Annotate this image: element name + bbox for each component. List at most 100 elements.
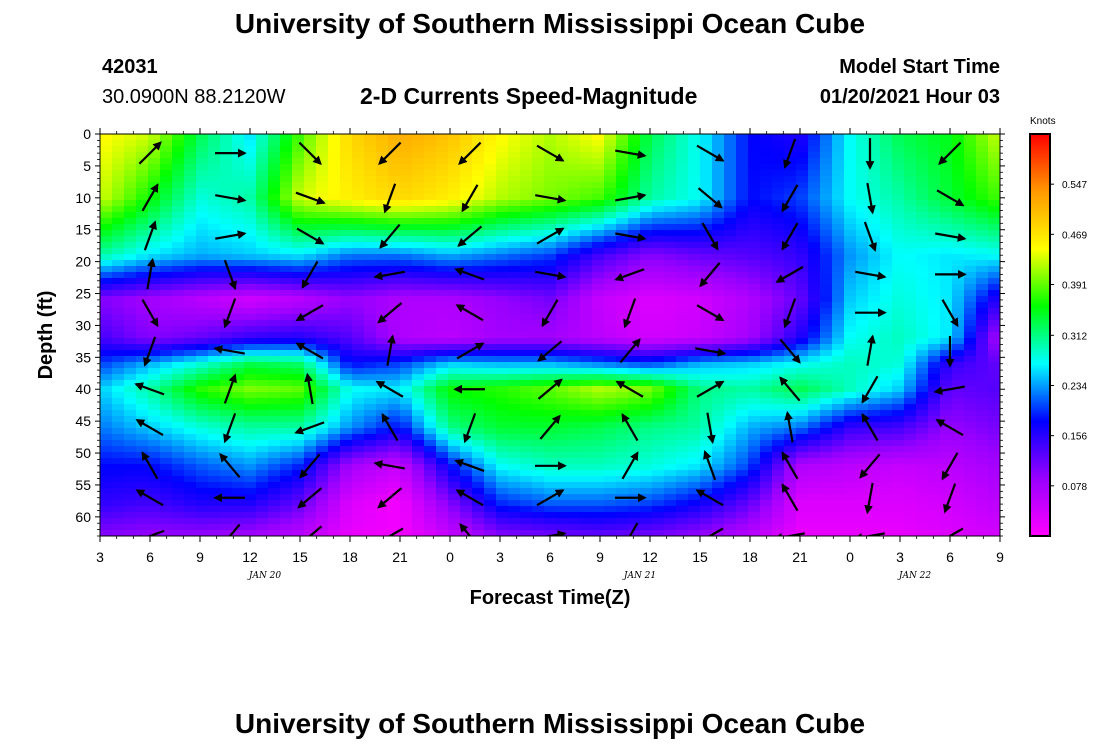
speed-cell xyxy=(148,164,161,171)
speed-cell xyxy=(544,524,557,531)
speed-cell xyxy=(352,488,365,495)
speed-cell xyxy=(712,458,725,465)
speed-cell xyxy=(736,356,749,363)
speed-cell xyxy=(448,302,461,309)
speed-cell xyxy=(376,164,389,171)
speed-cell xyxy=(496,386,509,393)
speed-cell xyxy=(208,194,221,201)
speed-cell xyxy=(388,170,401,177)
speed-cell xyxy=(172,200,185,207)
speed-cell xyxy=(172,134,185,141)
speed-cell xyxy=(688,182,701,189)
speed-cell xyxy=(676,182,689,189)
speed-cell xyxy=(280,392,293,399)
speed-cell xyxy=(400,368,413,375)
speed-cell xyxy=(544,242,557,249)
speed-cell xyxy=(148,500,161,507)
speed-cell xyxy=(880,212,893,219)
speed-cell xyxy=(916,368,929,375)
speed-cell xyxy=(556,188,569,195)
speed-cell xyxy=(268,440,281,447)
speed-cell xyxy=(628,506,641,513)
speed-cell xyxy=(604,458,617,465)
speed-cell xyxy=(364,170,377,177)
speed-cell xyxy=(424,260,437,267)
speed-cell xyxy=(472,404,485,411)
speed-cell xyxy=(436,494,449,501)
speed-cell xyxy=(508,338,521,345)
speed-cell xyxy=(376,188,389,195)
speed-cell xyxy=(364,512,377,519)
speed-cell xyxy=(364,164,377,171)
speed-cell xyxy=(376,530,389,536)
speed-cell xyxy=(628,326,641,333)
speed-cell xyxy=(556,308,569,315)
speed-cell xyxy=(364,458,377,465)
speed-cell xyxy=(760,500,773,507)
speed-cell xyxy=(124,440,137,447)
speed-cell xyxy=(352,434,365,441)
speed-cell xyxy=(244,392,257,399)
speed-cell xyxy=(892,248,905,255)
speed-cell xyxy=(388,374,401,381)
speed-cell xyxy=(940,476,953,483)
speed-cell xyxy=(292,332,305,339)
speed-cell xyxy=(280,236,293,243)
speed-cell xyxy=(316,368,329,375)
speed-cell xyxy=(616,152,629,159)
speed-cell xyxy=(844,326,857,333)
speed-cell xyxy=(580,326,593,333)
speed-cell xyxy=(208,434,221,441)
speed-cell xyxy=(196,470,209,477)
speed-cell xyxy=(208,224,221,231)
speed-cell xyxy=(592,416,605,423)
speed-cell xyxy=(376,386,389,393)
speed-cell xyxy=(640,248,653,255)
speed-cell xyxy=(580,422,593,429)
speed-cell xyxy=(388,266,401,273)
speed-cell xyxy=(988,434,1000,441)
speed-cell xyxy=(580,278,593,285)
speed-cell xyxy=(136,308,149,315)
speed-cell xyxy=(280,200,293,207)
speed-cell xyxy=(904,326,917,333)
speed-cell xyxy=(484,266,497,273)
speed-cell xyxy=(436,296,449,303)
speed-cell xyxy=(244,530,257,536)
speed-cell xyxy=(808,326,821,333)
speed-cell xyxy=(376,440,389,447)
speed-cell xyxy=(376,374,389,381)
speed-cell xyxy=(292,530,305,536)
speed-cell xyxy=(460,326,473,333)
speed-cell xyxy=(616,440,629,447)
speed-cell xyxy=(232,416,245,423)
speed-cell xyxy=(772,518,785,525)
speed-cell xyxy=(172,416,185,423)
speed-cell xyxy=(652,308,665,315)
speed-cell xyxy=(340,392,353,399)
speed-cell xyxy=(784,470,797,477)
speed-cell xyxy=(796,338,809,345)
speed-cell xyxy=(340,488,353,495)
speed-cell xyxy=(964,482,977,489)
speed-cell xyxy=(988,266,1000,273)
speed-cell xyxy=(172,458,185,465)
speed-cell xyxy=(652,374,665,381)
speed-cell xyxy=(304,296,317,303)
speed-cell xyxy=(232,218,245,225)
speed-cell xyxy=(184,140,197,147)
speed-cell xyxy=(532,410,545,417)
speed-cell xyxy=(952,446,965,453)
speed-cell xyxy=(784,254,797,261)
speed-cell xyxy=(712,170,725,177)
speed-cell xyxy=(856,344,869,351)
speed-cell xyxy=(520,320,533,327)
speed-cell xyxy=(892,170,905,177)
speed-cell xyxy=(304,248,317,255)
speed-cell xyxy=(172,440,185,447)
speed-cell xyxy=(676,416,689,423)
speed-cell xyxy=(340,428,353,435)
speed-cell xyxy=(448,392,461,399)
speed-cell xyxy=(544,488,557,495)
speed-cell xyxy=(688,194,701,201)
